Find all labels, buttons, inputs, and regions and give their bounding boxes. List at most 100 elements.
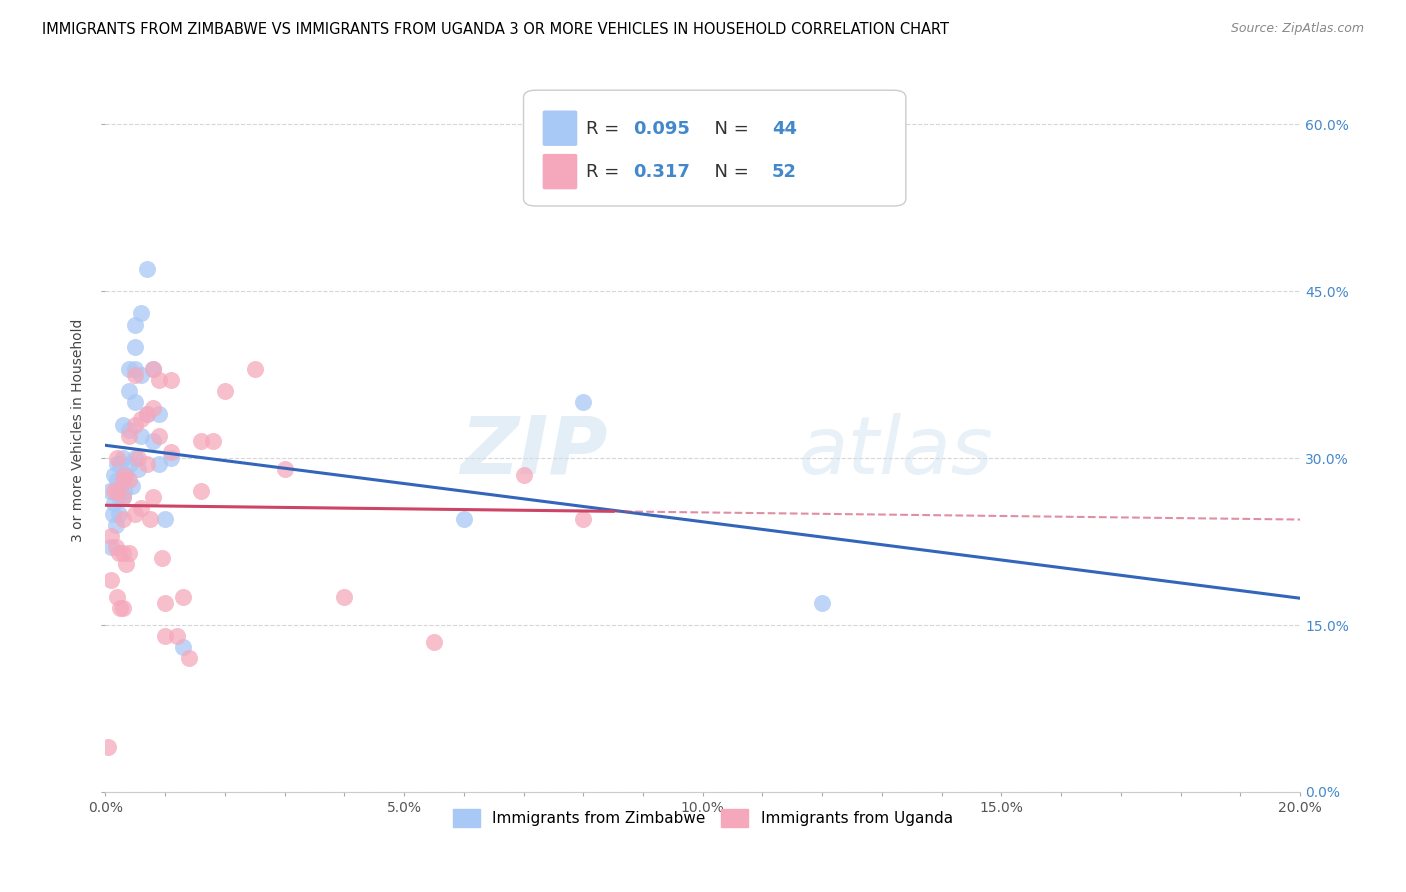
Point xyxy=(148,457,170,471)
Point xyxy=(124,451,146,466)
Point xyxy=(120,457,142,471)
Point xyxy=(105,457,128,471)
Point xyxy=(112,546,135,560)
Point xyxy=(572,512,595,526)
Point xyxy=(142,362,165,376)
Point xyxy=(172,640,194,655)
Point xyxy=(148,407,170,421)
Point xyxy=(105,451,128,466)
Text: R =: R = xyxy=(586,120,624,137)
Point xyxy=(97,740,120,755)
Point xyxy=(103,484,125,499)
Point xyxy=(115,467,138,482)
Point xyxy=(118,429,141,443)
Point xyxy=(148,373,170,387)
Point xyxy=(124,368,146,382)
Point xyxy=(105,473,128,487)
Point xyxy=(136,457,159,471)
Point xyxy=(136,261,159,276)
Text: Source: ZipAtlas.com: Source: ZipAtlas.com xyxy=(1230,22,1364,36)
Text: ZIP: ZIP xyxy=(460,413,607,491)
Point xyxy=(136,407,159,421)
Point xyxy=(153,629,176,643)
Point xyxy=(201,434,224,449)
Point xyxy=(103,495,125,509)
Point xyxy=(98,484,121,499)
Point xyxy=(105,517,128,532)
Point xyxy=(114,484,136,499)
Point xyxy=(150,551,173,566)
Point xyxy=(129,306,152,320)
Point xyxy=(112,417,135,432)
Y-axis label: 3 or more Vehicles in Household: 3 or more Vehicles in Household xyxy=(72,318,86,542)
Point xyxy=(114,467,136,482)
Point xyxy=(124,507,146,521)
Point xyxy=(153,596,176,610)
Point xyxy=(110,457,132,471)
Point xyxy=(124,417,146,432)
FancyBboxPatch shape xyxy=(523,90,905,206)
Point xyxy=(453,512,475,526)
Point xyxy=(112,473,135,487)
Text: 0.317: 0.317 xyxy=(634,163,690,181)
Point xyxy=(107,490,129,504)
Point xyxy=(572,395,595,409)
Point xyxy=(190,434,212,449)
Point xyxy=(118,362,141,376)
Point xyxy=(142,401,165,415)
Point xyxy=(129,368,152,382)
Point xyxy=(512,467,534,482)
Text: 44: 44 xyxy=(772,120,797,137)
Point xyxy=(127,451,149,466)
Point xyxy=(153,512,176,526)
Point xyxy=(112,490,135,504)
Point xyxy=(101,507,124,521)
Point xyxy=(273,462,295,476)
Point xyxy=(142,434,165,449)
Point xyxy=(333,590,356,604)
Point xyxy=(105,590,128,604)
Point xyxy=(811,596,834,610)
Point xyxy=(100,529,122,543)
Point xyxy=(110,601,132,615)
Point xyxy=(129,501,152,516)
Point xyxy=(118,473,141,487)
Point xyxy=(112,512,135,526)
Point xyxy=(166,629,188,643)
Point xyxy=(107,546,129,560)
Point xyxy=(112,451,135,466)
Point xyxy=(100,540,122,554)
Point xyxy=(124,340,146,354)
Point xyxy=(148,429,170,443)
Point xyxy=(105,484,128,499)
Point xyxy=(139,512,162,526)
FancyBboxPatch shape xyxy=(543,111,578,146)
Point xyxy=(160,373,183,387)
Text: 0.095: 0.095 xyxy=(634,120,690,137)
Point xyxy=(129,429,152,443)
Text: atlas: atlas xyxy=(799,413,993,491)
Point xyxy=(243,362,266,376)
Point xyxy=(160,445,183,459)
Point xyxy=(142,362,165,376)
Point xyxy=(423,634,446,648)
FancyBboxPatch shape xyxy=(543,154,578,189)
Point xyxy=(112,490,135,504)
Point xyxy=(124,318,146,332)
Point xyxy=(112,601,135,615)
Text: IMMIGRANTS FROM ZIMBABWE VS IMMIGRANTS FROM UGANDA 3 OR MORE VEHICLES IN HOUSEHO: IMMIGRANTS FROM ZIMBABWE VS IMMIGRANTS F… xyxy=(42,22,949,37)
Point xyxy=(112,467,135,482)
Point xyxy=(105,540,128,554)
Point xyxy=(107,507,129,521)
Point xyxy=(118,384,141,399)
Point xyxy=(110,484,132,499)
Point xyxy=(172,590,194,604)
Point xyxy=(118,423,141,437)
Point xyxy=(177,651,200,665)
Text: 52: 52 xyxy=(772,163,797,181)
Point xyxy=(103,467,125,482)
Point xyxy=(129,412,152,426)
Legend: Immigrants from Zimbabwe, Immigrants from Uganda: Immigrants from Zimbabwe, Immigrants fro… xyxy=(444,801,960,835)
Point xyxy=(124,395,146,409)
Point xyxy=(118,546,141,560)
